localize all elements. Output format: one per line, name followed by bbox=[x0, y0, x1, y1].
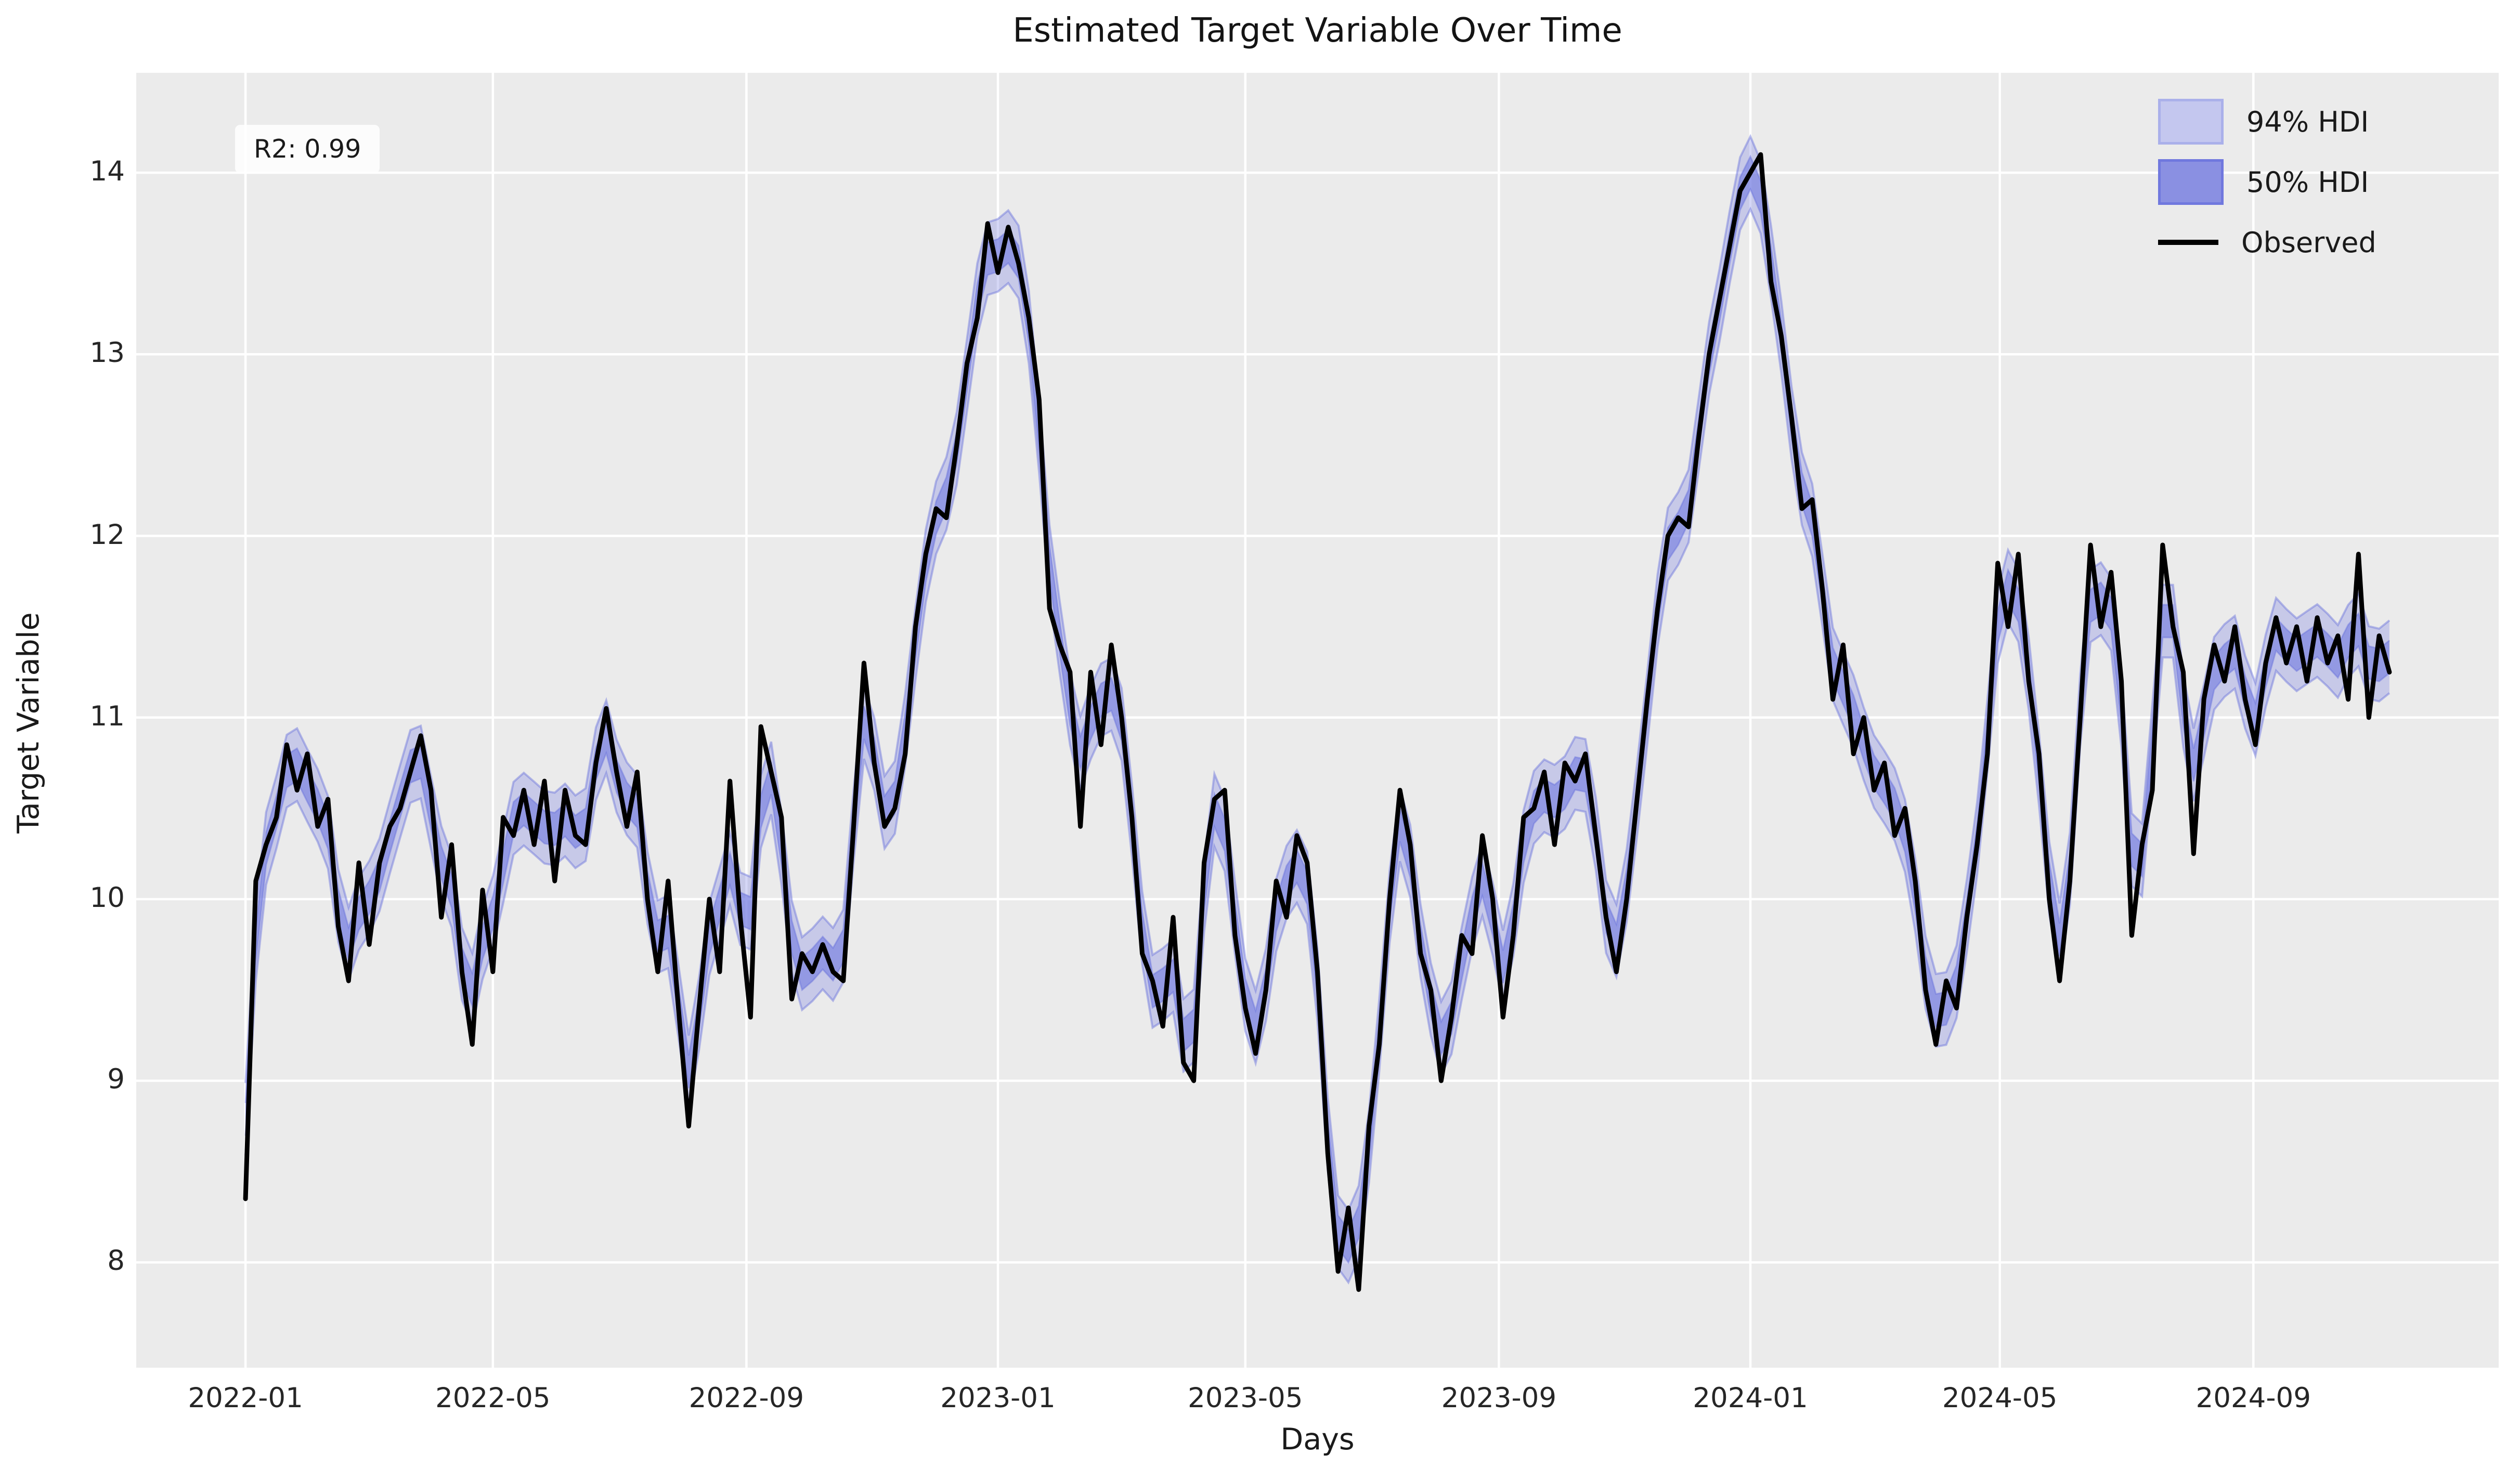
legend-item-observed: Observed bbox=[2158, 212, 2496, 272]
legend-label: Observed bbox=[2241, 226, 2376, 259]
y-tick-label: 12 bbox=[89, 518, 125, 551]
y-tick-label: 11 bbox=[89, 700, 125, 732]
legend-item-94-hdi: 94% HDI bbox=[2158, 92, 2496, 152]
y-tick-label: 9 bbox=[107, 1063, 125, 1096]
legend-label: 50% HDI bbox=[2246, 165, 2369, 199]
legend: 94% HDI 50% HDI Observed bbox=[2158, 92, 2496, 272]
legend-label: 94% HDI bbox=[2246, 105, 2369, 138]
y-tick-label: 10 bbox=[89, 881, 125, 914]
legend-item-50-hdi: 50% HDI bbox=[2158, 152, 2496, 212]
x-tick-label: 2024-05 bbox=[1942, 1382, 2058, 1414]
x-tick-label: 2022-09 bbox=[689, 1382, 804, 1414]
x-tick-label: 2023-05 bbox=[1188, 1382, 1303, 1414]
chart-title: Estimated Target Variable Over Time bbox=[1012, 11, 1622, 50]
x-tick-label: 2024-01 bbox=[1693, 1382, 1808, 1414]
x-axis-label: Days bbox=[1280, 1422, 1355, 1457]
hdi50-swatch-icon bbox=[2158, 159, 2224, 205]
x-tick-label: 2023-01 bbox=[940, 1382, 1056, 1414]
y-tick-label: 8 bbox=[107, 1245, 125, 1277]
hdi94-swatch-icon bbox=[2158, 99, 2224, 145]
x-tick-label: 2024-09 bbox=[2196, 1382, 2311, 1414]
x-tick-label: 2022-01 bbox=[188, 1382, 303, 1414]
y-tick-label: 13 bbox=[89, 337, 125, 369]
y-tick-label: 14 bbox=[89, 155, 125, 188]
x-tick-label: 2022-05 bbox=[435, 1382, 551, 1414]
r2-annotation: R2: 0.99 bbox=[235, 125, 380, 173]
x-tick-label: 2023-09 bbox=[1441, 1382, 1557, 1414]
observed-line-swatch-icon bbox=[2158, 240, 2218, 245]
